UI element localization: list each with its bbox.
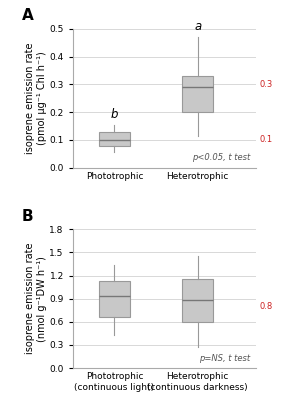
Text: A: A xyxy=(21,8,33,23)
Y-axis label: isoprene emission rate
(pmol μg⁻¹ Chl h⁻¹): isoprene emission rate (pmol μg⁻¹ Chl h⁻… xyxy=(25,42,47,154)
Text: 0.3: 0.3 xyxy=(260,80,273,89)
PathPatch shape xyxy=(99,281,130,317)
Text: B: B xyxy=(21,209,33,224)
Text: 0.8: 0.8 xyxy=(260,302,273,311)
PathPatch shape xyxy=(99,132,130,146)
Text: p=NS, t test: p=NS, t test xyxy=(199,354,250,362)
Y-axis label: isoprene emission rate
(nmol g⁻¹DW h⁻¹): isoprene emission rate (nmol g⁻¹DW h⁻¹) xyxy=(25,243,47,354)
Text: b: b xyxy=(111,108,118,120)
Text: 0.1: 0.1 xyxy=(260,136,273,144)
Text: a: a xyxy=(194,20,201,33)
Text: p<0.05, t test: p<0.05, t test xyxy=(192,153,250,162)
PathPatch shape xyxy=(182,76,214,112)
PathPatch shape xyxy=(182,279,214,322)
